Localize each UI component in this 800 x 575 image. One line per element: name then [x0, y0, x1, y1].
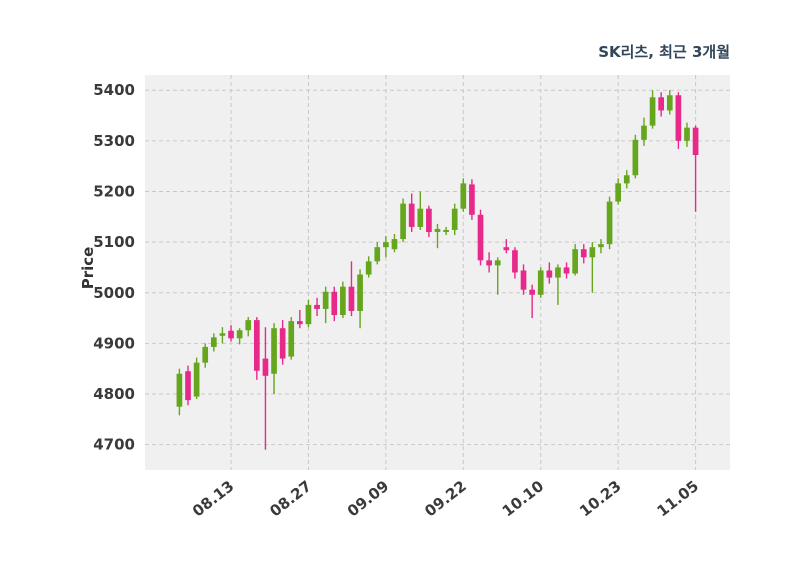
x-tick-label: 08.13 — [189, 477, 237, 520]
candle-body — [297, 321, 303, 325]
candle-body — [210, 337, 217, 347]
candle-body — [494, 260, 501, 266]
candle-body — [675, 95, 682, 141]
candle-body — [537, 270, 544, 295]
candle-body — [572, 249, 578, 274]
candle-body — [288, 321, 295, 357]
candle-body — [365, 261, 372, 275]
y-tick-label: 4700 — [93, 436, 135, 454]
y-axis-label: Price — [79, 246, 97, 290]
candle-body — [314, 304, 320, 309]
chart-title: SK리츠, 최근 3개월 — [598, 43, 730, 61]
candle-body — [400, 203, 406, 240]
x-tick-label: 10.10 — [499, 477, 547, 520]
candle-body — [606, 201, 613, 245]
y-tick-label: 4900 — [93, 334, 135, 352]
candle-body — [331, 291, 338, 316]
y-tick-label: 5100 — [93, 233, 135, 251]
candle-body — [589, 247, 596, 258]
candle-body — [460, 183, 467, 209]
candle-body — [374, 247, 381, 262]
y-tick-label: 5300 — [93, 132, 135, 150]
candle-body — [692, 127, 699, 156]
plot-background — [145, 75, 730, 470]
candle-body — [555, 267, 561, 278]
candle-body — [632, 139, 639, 176]
y-tick-label: 5000 — [93, 284, 135, 302]
candle-body — [236, 330, 243, 339]
x-tick-label: 09.09 — [344, 477, 392, 520]
candle-body — [598, 244, 604, 248]
candle-body — [322, 291, 329, 309]
candle-body — [684, 127, 690, 141]
candle-body — [202, 346, 209, 363]
candle-body — [305, 304, 312, 325]
candle-body — [486, 260, 492, 266]
candle-body — [546, 270, 553, 278]
y-tick-label: 5400 — [93, 81, 135, 99]
candle-body — [658, 97, 665, 111]
y-tick-label: 4800 — [93, 385, 135, 403]
candle-body — [469, 184, 475, 215]
x-tick-label: 11.05 — [654, 477, 702, 520]
candle-body — [228, 330, 234, 339]
candle-body — [383, 242, 389, 248]
candle-body — [271, 328, 277, 374]
x-tick-label: 10.23 — [576, 477, 624, 520]
candle-body — [185, 371, 191, 401]
candle-body — [176, 373, 183, 407]
candle-body — [426, 208, 432, 232]
candle-body — [477, 214, 484, 261]
candle-body — [641, 125, 647, 140]
candle-body — [443, 229, 449, 232]
candle-body — [563, 267, 570, 274]
candle-body — [649, 97, 656, 126]
candle-body — [451, 208, 458, 230]
candle-body — [219, 333, 226, 336]
candle-body — [340, 286, 346, 316]
candle-body — [503, 247, 510, 251]
x-tick-label: 09.22 — [421, 477, 469, 520]
candle-body — [512, 250, 518, 273]
candle-body — [193, 362, 200, 397]
candle-body — [279, 328, 286, 359]
candle-body — [348, 286, 355, 311]
candle-body — [262, 358, 269, 376]
x-tick-label: 08.27 — [266, 477, 314, 520]
candle-body — [529, 289, 535, 295]
candle-body — [391, 239, 398, 250]
candle-body — [615, 183, 622, 202]
candle-body — [666, 95, 673, 111]
candle-body — [408, 203, 415, 227]
candle-body — [623, 175, 630, 184]
candle-body — [245, 320, 252, 331]
candle-body — [357, 274, 363, 311]
candle-body — [434, 228, 441, 232]
candle-body — [253, 320, 260, 371]
candle-body — [520, 270, 527, 290]
y-tick-label: 5200 — [93, 182, 135, 200]
candle-body — [580, 249, 587, 258]
candle-body — [417, 208, 424, 227]
